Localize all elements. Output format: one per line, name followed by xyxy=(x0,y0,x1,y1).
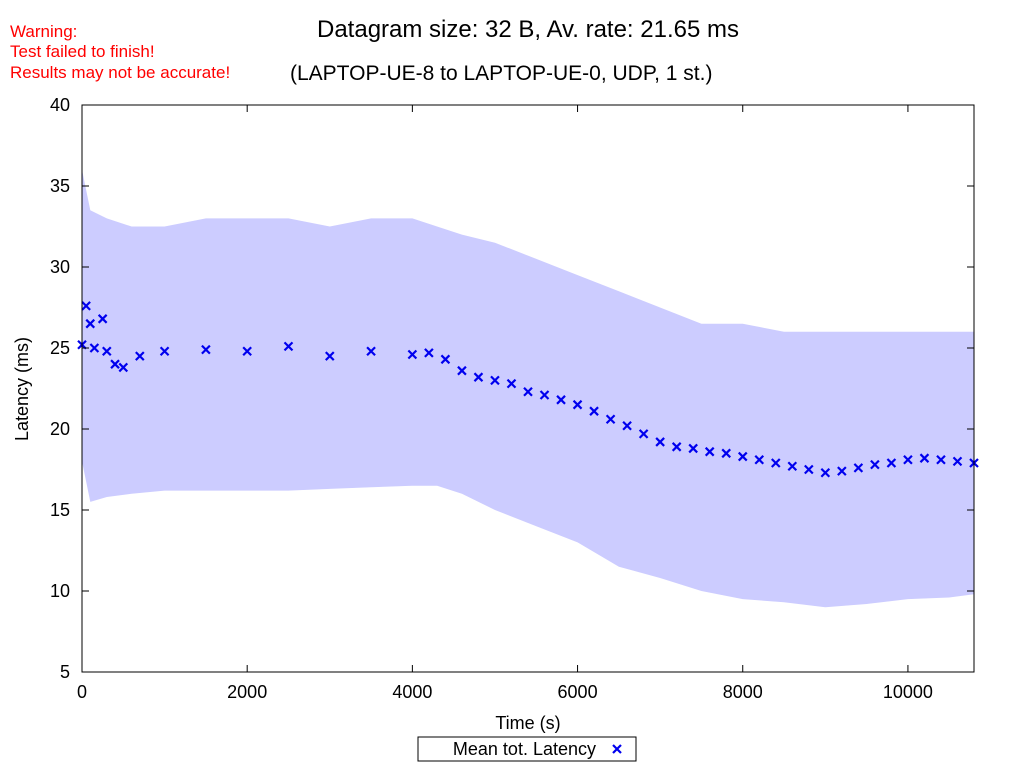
axes-layer: 0 2000 4000 6000 8000 10000 5 10 15 20 25 30 35 40 xyxy=(50,95,974,702)
data-point xyxy=(787,461,798,472)
y-axis-label: Latency (ms) xyxy=(12,337,32,441)
data-point xyxy=(903,455,913,465)
latency-range-band-layer xyxy=(82,169,974,608)
legend: Mean tot. Latency xyxy=(417,736,637,762)
legend-box xyxy=(417,736,637,762)
data-point xyxy=(737,451,748,462)
x-tick-label: 4000 xyxy=(392,682,432,702)
x-tick-label: 10000 xyxy=(883,682,933,702)
data-point xyxy=(804,464,814,475)
y-tick-label: 30 xyxy=(50,257,70,277)
legend-entry-label: Mean tot. Latency xyxy=(453,739,596,759)
data-point xyxy=(837,466,847,476)
data-point xyxy=(85,318,96,329)
data-point xyxy=(89,343,100,353)
data-point xyxy=(102,346,112,357)
data-point xyxy=(118,362,129,373)
x-tick-label: 6000 xyxy=(558,682,598,702)
data-point xyxy=(936,455,946,465)
data-point xyxy=(97,314,108,324)
data-point xyxy=(605,414,616,425)
y-tick-label: 20 xyxy=(50,419,70,439)
data-point xyxy=(407,349,418,360)
data-point xyxy=(589,406,599,416)
data-point xyxy=(952,456,963,467)
data-point xyxy=(688,443,698,454)
x-axis-label: Time (s) xyxy=(495,713,560,733)
data-point xyxy=(159,346,170,357)
chart-title: Datagram size: 32 B, Av. rate: 21.65 ms xyxy=(317,16,739,43)
data-point xyxy=(886,458,897,468)
data-point xyxy=(638,429,649,439)
y-tick-label: 35 xyxy=(50,176,70,196)
data-point xyxy=(457,365,467,376)
data-point xyxy=(572,399,583,410)
data-point xyxy=(135,351,145,361)
data-point xyxy=(853,463,864,473)
data-point xyxy=(506,378,517,389)
data-point xyxy=(704,446,715,457)
y-tick-label: 40 xyxy=(50,95,70,115)
data-point xyxy=(771,458,781,468)
data-point xyxy=(721,448,731,459)
data-point xyxy=(81,301,91,311)
data-point xyxy=(201,344,211,355)
warning-line-3: Results may not be accurate! xyxy=(10,63,231,82)
data-point xyxy=(655,437,665,447)
data-point xyxy=(490,375,500,386)
x-tick-label: 0 xyxy=(77,682,87,702)
chart-subtitle: (LAPTOP-UE-8 to LAPTOP-UE-0, UDP, 1 st.) xyxy=(290,62,713,85)
data-point xyxy=(473,372,484,382)
data-point xyxy=(671,442,682,452)
data-point xyxy=(754,455,765,465)
data-point xyxy=(424,348,434,358)
latency-range-band xyxy=(82,169,974,608)
data-point xyxy=(440,354,451,365)
x-tick-label: 2000 xyxy=(227,682,267,702)
warning-line-2: Test failed to finish! xyxy=(10,42,155,61)
data-point xyxy=(242,346,252,357)
data-point xyxy=(919,453,930,463)
y-tick-label: 10 xyxy=(50,581,70,601)
plot-frame xyxy=(81,104,975,673)
y-tick-label: 5 xyxy=(60,662,70,682)
data-point xyxy=(110,359,120,369)
legend-cross-marker xyxy=(612,744,622,754)
data-point xyxy=(622,420,632,431)
data-point xyxy=(820,467,831,478)
legend-marker-icon xyxy=(612,744,622,754)
data-point xyxy=(325,351,335,361)
y-tick-label: 25 xyxy=(50,338,70,358)
data-point xyxy=(366,346,376,357)
data-point xyxy=(870,459,880,470)
data-point xyxy=(283,341,294,352)
data-point xyxy=(539,390,550,400)
y-tick-label: 15 xyxy=(50,500,70,520)
x-tick-label: 8000 xyxy=(723,682,763,702)
warning-line-1: Warning: xyxy=(10,22,78,41)
data-point xyxy=(556,395,566,405)
data-point xyxy=(523,386,533,397)
